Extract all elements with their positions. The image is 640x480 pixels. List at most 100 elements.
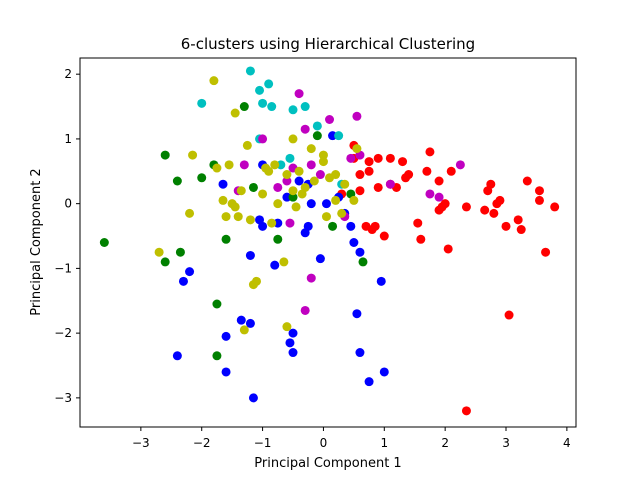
x-axis: −3 −2 −1 0 1 2 3 4	[132, 427, 571, 450]
data-point	[236, 315, 246, 325]
data-point	[251, 276, 261, 286]
y-tick-label: −3	[54, 391, 72, 405]
data-point	[550, 202, 560, 212]
data-point	[385, 153, 395, 163]
data-point	[346, 153, 356, 163]
data-point	[212, 299, 222, 309]
data-point	[489, 208, 499, 218]
data-point	[300, 182, 310, 192]
data-point	[273, 199, 283, 209]
data-point	[282, 176, 292, 186]
data-point	[264, 79, 274, 89]
data-point	[361, 221, 371, 231]
data-point	[248, 182, 258, 192]
x-tick-label: −3	[132, 436, 150, 450]
data-point	[178, 276, 188, 286]
data-point	[486, 179, 496, 189]
data-point	[242, 140, 252, 150]
x-tick-label: 1	[380, 436, 388, 450]
data-point	[501, 221, 511, 231]
data-point	[288, 192, 298, 202]
data-point	[288, 328, 298, 338]
data-point	[300, 102, 310, 112]
data-point	[355, 170, 365, 180]
y-axis: −3 −2 −1 0 1 2	[54, 67, 80, 405]
data-point	[221, 212, 231, 222]
data-point	[404, 170, 414, 180]
x-tick-label: 0	[320, 436, 328, 450]
data-point	[160, 150, 170, 160]
data-point	[258, 221, 268, 231]
data-point	[306, 273, 316, 283]
data-point	[245, 66, 255, 76]
data-point	[534, 186, 544, 196]
data-point	[273, 182, 283, 192]
data-point	[334, 131, 344, 141]
data-point	[300, 124, 310, 134]
data-point	[264, 166, 274, 176]
data-point	[279, 257, 289, 267]
data-point	[230, 108, 240, 118]
data-point	[461, 202, 471, 212]
x-tick-label: 4	[563, 436, 571, 450]
data-point	[364, 377, 374, 387]
data-point	[355, 186, 365, 196]
data-point	[221, 234, 231, 244]
data-point	[99, 238, 109, 247]
data-point	[446, 166, 456, 176]
data-point	[495, 195, 505, 205]
data-point	[340, 179, 350, 189]
data-point	[315, 170, 325, 180]
data-point	[504, 310, 514, 320]
data-point	[245, 318, 255, 328]
data-point	[349, 238, 359, 247]
data-point	[480, 205, 490, 215]
data-point	[318, 157, 328, 167]
data-point	[312, 131, 322, 141]
data-point	[455, 160, 465, 170]
data-point	[425, 147, 435, 157]
data-point	[185, 208, 195, 218]
data-point	[172, 351, 182, 361]
data-point	[294, 176, 304, 186]
data-point	[209, 76, 219, 86]
x-axis-label: Principal Component 1	[254, 456, 401, 471]
data-point	[364, 166, 374, 176]
data-point	[285, 153, 295, 163]
data-point	[358, 257, 368, 267]
data-point	[239, 325, 249, 335]
data-point	[300, 305, 310, 315]
data-point	[379, 367, 389, 377]
data-point	[306, 144, 316, 154]
data-point	[331, 170, 341, 180]
data-point	[270, 160, 280, 170]
data-point	[270, 260, 280, 270]
chart-title: 6-clusters using Hierarchical Clustering	[181, 35, 475, 53]
data-point	[291, 202, 301, 212]
data-point	[522, 176, 532, 186]
data-point	[255, 85, 265, 95]
data-point	[267, 102, 277, 112]
data-point	[212, 163, 222, 173]
data-point	[331, 195, 341, 205]
data-point	[282, 170, 292, 180]
data-point	[413, 218, 423, 228]
data-point	[218, 195, 228, 205]
data-point	[160, 257, 170, 267]
data-point	[245, 215, 255, 225]
data-point	[534, 195, 544, 205]
data-point	[309, 176, 319, 186]
data-point	[258, 189, 268, 199]
points-layer	[99, 66, 560, 416]
data-point	[434, 176, 444, 186]
data-point	[416, 234, 426, 244]
data-point	[288, 105, 298, 115]
data-point	[352, 111, 362, 121]
data-point	[248, 393, 258, 403]
data-point	[236, 186, 246, 196]
x-tick-label: −1	[254, 436, 272, 450]
data-point	[337, 208, 347, 218]
data-point	[352, 144, 362, 154]
